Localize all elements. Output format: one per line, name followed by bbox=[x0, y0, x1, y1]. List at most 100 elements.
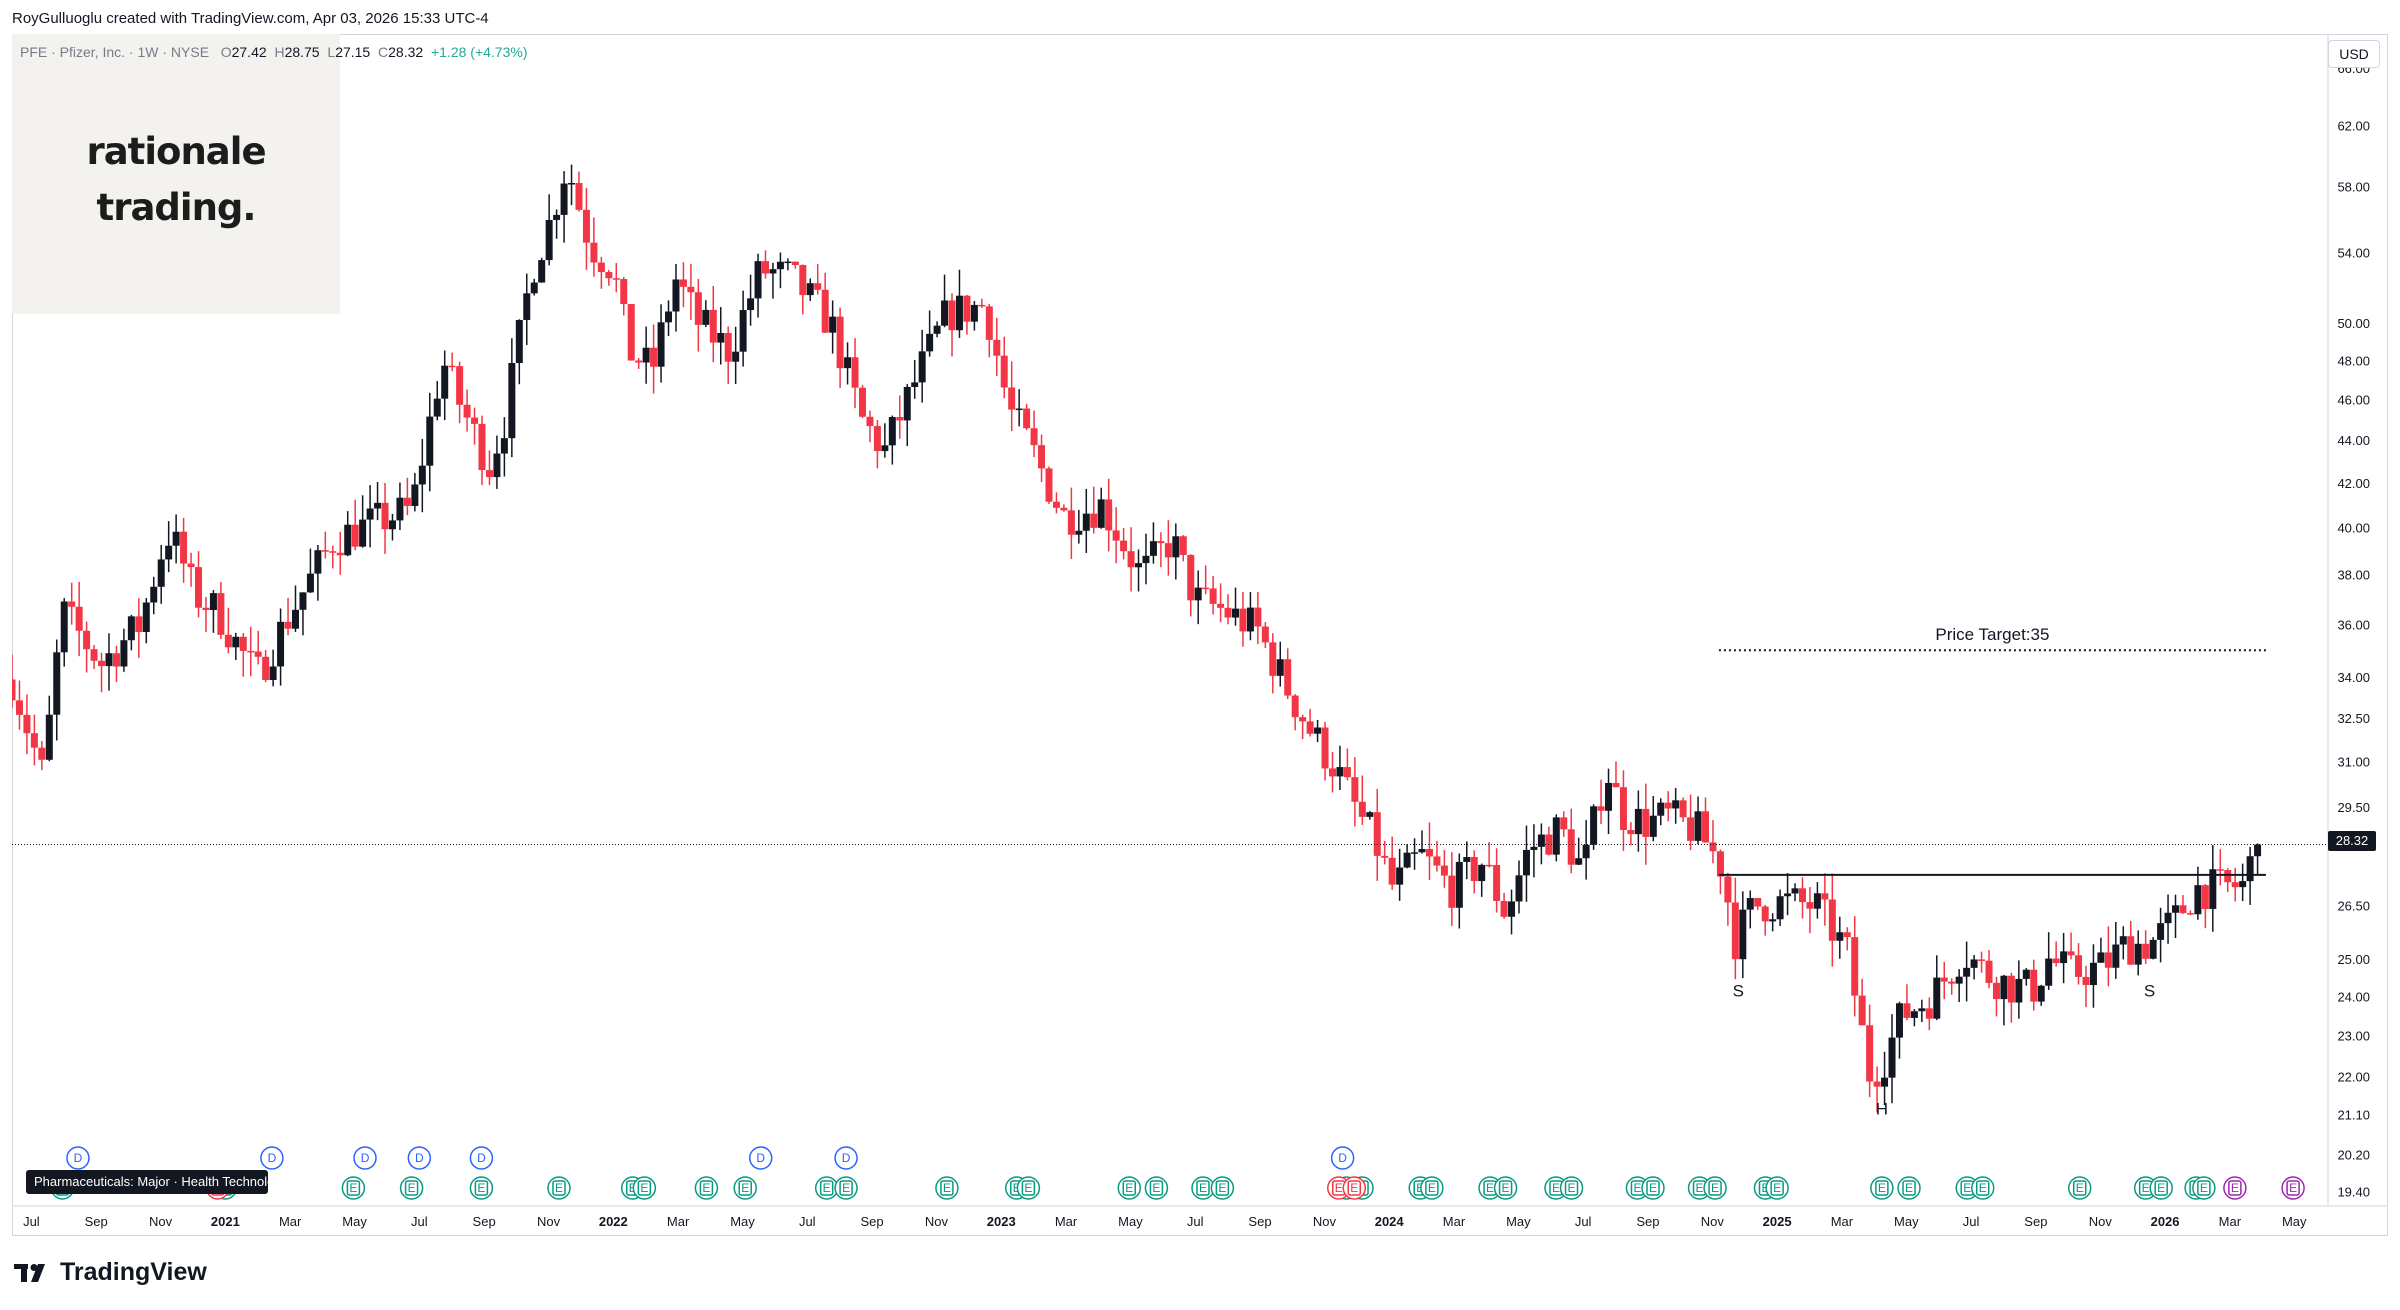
price-tick-label: 31.00 bbox=[2337, 755, 2370, 770]
earnings-marker-badge bbox=[1149, 1180, 1164, 1196]
time-tick-label: Jul bbox=[799, 1214, 816, 1229]
candle-body bbox=[1045, 468, 1053, 502]
candle-body bbox=[105, 653, 113, 667]
candle-body bbox=[1895, 1003, 1903, 1038]
candle-body bbox=[75, 606, 83, 631]
earnings-marker-letter: E bbox=[702, 1181, 710, 1195]
candle-body bbox=[1657, 802, 1665, 816]
dividend-marker bbox=[469, 1146, 494, 1170]
candle-body bbox=[881, 445, 889, 452]
time-tick-label: Jul bbox=[1187, 1214, 1204, 1229]
candle-body bbox=[1791, 888, 1799, 894]
candle-body bbox=[836, 316, 844, 369]
upcoming-event-marker-letter: E bbox=[2289, 1181, 2297, 1195]
time-tick-label: Jul bbox=[411, 1214, 428, 1229]
candle-body bbox=[1739, 909, 1747, 960]
time-tick-label: Jul bbox=[23, 1214, 40, 1229]
dividend-letter: D bbox=[1338, 1151, 1347, 1165]
earnings-marker-badge bbox=[738, 1180, 752, 1196]
earnings-marker-badge bbox=[1215, 1180, 1230, 1196]
dividend-marker bbox=[834, 1146, 858, 1170]
earnings-marker-badge bbox=[1498, 1180, 1513, 1196]
time-tick-label: Mar bbox=[667, 1214, 690, 1229]
sector-tag[interactable]: Pharmaceuticals: Major · Health Technolo… bbox=[26, 1170, 268, 1194]
candle-body bbox=[1202, 587, 1210, 590]
earnings-marker-badge bbox=[637, 1180, 652, 1196]
earnings-marker-badge bbox=[1875, 1180, 1889, 1196]
candle-body bbox=[1328, 768, 1336, 777]
candle-body bbox=[1694, 811, 1702, 841]
price-tick-label: 50.00 bbox=[2337, 316, 2370, 331]
tradingview-logo-icon bbox=[14, 1263, 45, 1282]
candle-body bbox=[1448, 875, 1456, 908]
time-tick-label: Nov bbox=[925, 1214, 949, 1229]
candle-body bbox=[508, 362, 516, 439]
candle-body bbox=[530, 282, 538, 294]
candle-body bbox=[2224, 870, 2232, 883]
candle-body bbox=[180, 531, 188, 564]
earnings-marker-badge bbox=[839, 1180, 853, 1196]
earnings-marker-letter: E bbox=[1552, 1181, 1560, 1195]
candle-body bbox=[1067, 510, 1075, 535]
price-tick-label: 22.00 bbox=[2337, 1069, 2370, 1084]
candle-body bbox=[418, 465, 426, 485]
price-chart[interactable]: D D D D D D D DE E E E E E E E E E E E E E E E E E E E E E E E E E E E E E E E… bbox=[12, 34, 2388, 1236]
dividend-marker bbox=[407, 1146, 432, 1170]
candle-body bbox=[150, 586, 158, 603]
candle-body bbox=[2015, 978, 2023, 1003]
candle-body bbox=[1455, 861, 1463, 908]
candle-body bbox=[1142, 555, 1150, 564]
legend-symbol[interactable]: PFE · Pfizer, Inc. · 1W · NYSE bbox=[20, 44, 210, 60]
candle-body bbox=[791, 261, 799, 266]
earnings-marker-badge bbox=[1021, 1180, 1036, 1196]
earnings-marker-badge bbox=[1975, 1180, 1990, 1196]
earnings-marker-badge bbox=[552, 1180, 566, 1196]
time-tick-label: May bbox=[730, 1214, 755, 1229]
candle-body bbox=[1948, 981, 1956, 984]
candle-body bbox=[1552, 817, 1560, 855]
candle-body bbox=[426, 416, 434, 466]
candle-body bbox=[2254, 844, 2262, 857]
candle-body bbox=[388, 520, 396, 530]
dividend-letter: D bbox=[842, 1151, 851, 1165]
candle-body bbox=[635, 360, 643, 363]
earnings-marker-letter: E bbox=[1905, 1181, 1913, 1195]
candle-body bbox=[1918, 1008, 1926, 1012]
price-tick-label: 58.00 bbox=[2337, 180, 2370, 195]
candle-body bbox=[1672, 800, 1680, 809]
footer-logo[interactable]: TradingView bbox=[14, 1258, 207, 1287]
candle-body bbox=[709, 309, 717, 343]
candle-body bbox=[1560, 817, 1568, 830]
time-tick-label: 2023 bbox=[987, 1214, 1016, 1229]
candle-body bbox=[2075, 955, 2083, 977]
candle-body bbox=[478, 423, 486, 471]
earnings-marker-letter: E bbox=[1568, 1181, 1576, 1195]
candle-body bbox=[657, 322, 665, 367]
candle-body bbox=[2216, 869, 2224, 871]
currency-selector[interactable]: USD bbox=[2328, 40, 2380, 68]
watermark-line1: rationale bbox=[86, 130, 266, 173]
candle-body bbox=[2179, 905, 2187, 914]
earnings-marker-letter: E bbox=[823, 1181, 831, 1195]
legend-close-label: C bbox=[378, 44, 389, 60]
candle-body bbox=[2201, 885, 2209, 909]
candle-body bbox=[2112, 944, 2120, 968]
candle-body bbox=[1500, 900, 1508, 917]
earnings-marker-letter: E bbox=[1486, 1181, 1494, 1195]
candle-body bbox=[142, 602, 150, 633]
candle-body bbox=[232, 636, 240, 648]
candle-body bbox=[1060, 507, 1068, 511]
candle-body bbox=[1873, 1081, 1881, 1087]
candle-body bbox=[784, 261, 792, 264]
upcoming-event-marker-letter: E bbox=[2231, 1181, 2239, 1195]
candle-body bbox=[1888, 1037, 1896, 1078]
candle-body bbox=[873, 426, 881, 452]
candle-body bbox=[1821, 893, 1829, 900]
dividend-letter: D bbox=[756, 1151, 765, 1165]
event-markers: D D D D D D D DE E E E E E E E E E E E E E E E E E E E E E E E E E E E E E E E… bbox=[50, 1146, 2305, 1200]
earnings-marker-badge bbox=[699, 1180, 714, 1196]
candle-body bbox=[120, 640, 128, 667]
candlestick-series bbox=[12, 164, 2262, 1113]
time-tick-label: May bbox=[1894, 1214, 1919, 1229]
ohlc-legend[interactable]: PFE · Pfizer, Inc. · 1W · NYSE O27.42 H2… bbox=[20, 44, 527, 60]
